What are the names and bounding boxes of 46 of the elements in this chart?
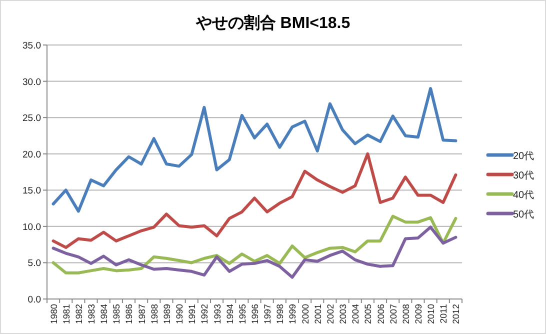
xtick: 1981	[61, 304, 72, 324]
xtick: 1995	[237, 304, 248, 324]
xtick: 1988	[149, 304, 160, 324]
xtick: 2002	[325, 304, 336, 324]
xtick: 2001	[312, 304, 323, 324]
xtick: 1991	[187, 304, 198, 324]
xtick: 1997	[262, 304, 273, 324]
xtick: 2000	[300, 304, 310, 324]
ytick: 35.0	[22, 40, 41, 52]
xtick: 1999	[288, 304, 298, 324]
xtick: 2007	[388, 304, 398, 324]
xtick: 2006	[376, 304, 386, 324]
xtick: 1996	[250, 304, 260, 324]
xtick: 1990	[174, 304, 185, 324]
legend: 50代	[513, 210, 534, 220]
xtick: 2011	[438, 304, 449, 324]
xtick: 1989	[162, 304, 172, 324]
xtick: 2004	[350, 304, 361, 324]
xtick: 1993	[212, 304, 222, 324]
xtick: 2008	[400, 304, 411, 324]
ytick: 20.0	[22, 149, 41, 160]
xtick: 1998	[275, 304, 286, 324]
ytick: 15.0	[22, 186, 41, 197]
ytick: 0.0	[28, 294, 41, 306]
legend: 30代	[513, 170, 534, 182]
xtick: 1986	[124, 304, 134, 324]
xtick: 1985	[112, 304, 122, 324]
xtick: 1983	[86, 304, 97, 324]
xtick: 2010	[426, 304, 436, 324]
xtick: 1987	[136, 304, 147, 324]
legend: 20代	[513, 151, 534, 162]
ytick: 25.0	[22, 113, 41, 124]
xtick: 1982	[74, 304, 84, 324]
xtick: 2009	[413, 304, 424, 324]
ytick: 30.0	[22, 76, 41, 88]
legend: 40代	[513, 190, 534, 201]
xtick: 2005	[363, 304, 374, 324]
xtick: 1980	[48, 304, 59, 324]
title: やせの割合 BMI<18.5	[196, 15, 350, 32]
xtick: 1984	[99, 304, 110, 324]
xtick: 1994	[224, 304, 235, 324]
ytick: 5.0	[28, 258, 41, 270]
xtick: 2003	[338, 304, 348, 324]
xtick: 2012	[451, 304, 462, 324]
xtick: 1992	[200, 304, 210, 324]
ytick: 10.0	[22, 222, 41, 233]
